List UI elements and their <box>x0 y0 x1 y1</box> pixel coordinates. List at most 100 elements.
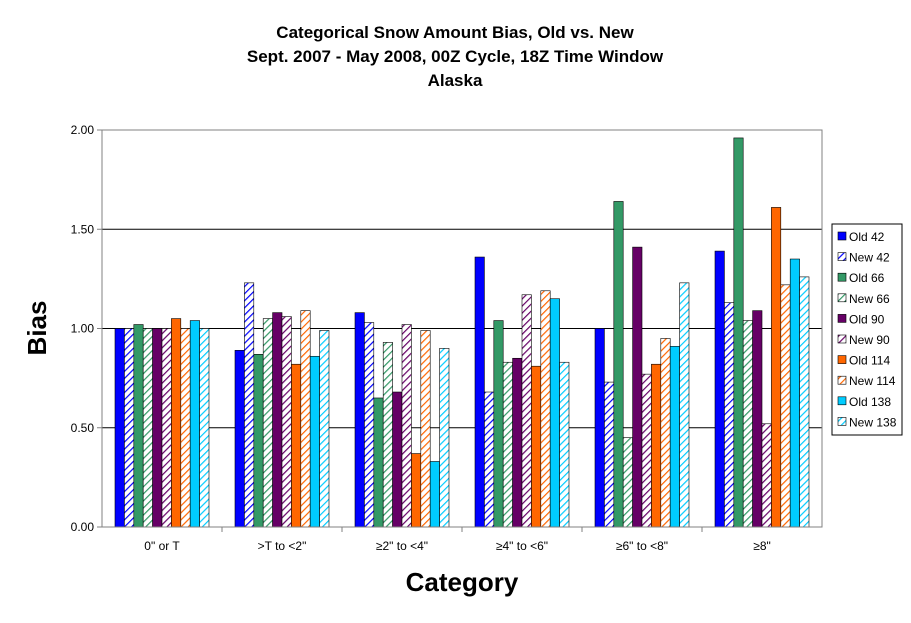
bar <box>604 381 615 528</box>
bar <box>411 453 422 528</box>
bar <box>262 318 273 528</box>
bar <box>199 328 210 528</box>
bar <box>373 397 384 528</box>
legend-label: Old 114 <box>849 354 890 368</box>
title-line-1: Categorical Snow Amount Bias, Old vs. Ne… <box>276 23 634 42</box>
legend-swatch <box>837 334 847 344</box>
bar <box>669 346 680 528</box>
bar <box>789 258 800 528</box>
legend-label: Old 42 <box>849 230 885 244</box>
bar <box>291 363 302 528</box>
bar <box>613 201 624 528</box>
x-tick-label: 0" or T <box>144 539 180 553</box>
y-tick-label: 0.00 <box>71 520 95 534</box>
legend-swatch <box>837 231 847 241</box>
bar <box>733 137 744 528</box>
bar <box>114 328 125 528</box>
bar <box>502 361 513 528</box>
legend-swatch <box>837 252 847 261</box>
bar <box>622 437 633 528</box>
legend: Old 42 New 42 Old 66 New 66 Old 90 New 90 Old … <box>831 223 903 436</box>
bar <box>493 320 504 528</box>
x-axis-ticks: 0" or T >T to <2" ≥2" to <4" ≥4" to <6" ≥6" … <box>144 527 771 553</box>
bar <box>771 207 782 528</box>
bar <box>742 320 753 528</box>
bar <box>300 310 311 528</box>
bar <box>354 312 365 528</box>
x-tick-label: ≥4" to <6" <box>496 539 548 553</box>
bar <box>761 423 772 528</box>
bar <box>319 330 330 528</box>
bar <box>632 246 643 528</box>
legend-label: Old 66 <box>849 271 885 285</box>
bar <box>799 276 810 528</box>
bar <box>420 330 431 528</box>
bar <box>392 391 403 528</box>
bar <box>124 328 135 528</box>
bar <box>512 357 523 528</box>
legend-label: New 66 <box>849 292 890 306</box>
bar <box>133 324 144 528</box>
bar <box>180 328 191 528</box>
bar <box>161 328 172 528</box>
bar <box>272 312 283 528</box>
y-tick-label: 1.00 <box>71 322 95 336</box>
bar <box>641 373 652 528</box>
legend-swatch <box>837 314 847 323</box>
legend-swatch <box>837 293 847 303</box>
legend-swatch <box>837 375 847 385</box>
gridlines <box>102 228 822 429</box>
bar <box>253 354 264 528</box>
bar <box>484 391 495 528</box>
bar <box>171 318 182 528</box>
bar <box>189 320 200 528</box>
bar <box>559 361 570 528</box>
legend-swatch <box>837 355 847 364</box>
bar <box>594 328 605 528</box>
bar <box>780 284 791 528</box>
bar <box>660 338 671 528</box>
bar <box>651 363 662 528</box>
bar <box>234 350 245 528</box>
bar <box>549 298 560 528</box>
legend-label: New 90 <box>849 333 890 347</box>
bar <box>752 310 763 528</box>
x-tick-label: ≥2" to <4" <box>376 539 428 553</box>
bars <box>114 137 810 528</box>
legend-label: Old 138 <box>849 395 891 409</box>
title-line-3: Alaska <box>428 71 483 90</box>
bar <box>521 294 532 528</box>
bar <box>679 282 690 528</box>
bar <box>244 282 255 528</box>
bar <box>724 302 735 528</box>
y-axis-ticks: 0.00 0.50 1.00 1.50 2.00 <box>71 123 102 534</box>
bar <box>382 342 393 528</box>
bar <box>474 256 485 528</box>
bar <box>401 324 412 528</box>
legend-label: New 42 <box>849 251 890 265</box>
chart-title: Categorical Snow Amount Bias, Old vs. Ne… <box>247 23 664 90</box>
bar <box>142 328 153 528</box>
bar <box>540 290 551 528</box>
bar <box>714 250 725 528</box>
title-line-2: Sept. 2007 - May 2008, 00Z Cycle, 18Z Ti… <box>247 47 664 66</box>
legend-swatch <box>837 417 847 426</box>
y-tick-label: 2.00 <box>71 123 95 137</box>
x-axis-title: Category <box>406 567 519 597</box>
bar <box>439 348 450 528</box>
y-tick-label: 1.50 <box>71 222 95 236</box>
bar <box>281 316 292 528</box>
legend-label: New 114 <box>849 374 896 388</box>
legend-label: Old 90 <box>849 312 885 326</box>
legend-label: New 138 <box>849 415 897 429</box>
bar <box>531 365 542 528</box>
bar <box>309 355 320 528</box>
x-tick-label: >T to <2" <box>258 539 307 553</box>
x-tick-label: ≥6" to <8" <box>616 539 668 553</box>
x-tick-label: ≥8" <box>753 539 771 553</box>
y-tick-label: 0.50 <box>71 421 95 435</box>
y-axis-title: Bias <box>22 301 52 356</box>
bar <box>429 461 440 528</box>
bar <box>364 322 375 528</box>
